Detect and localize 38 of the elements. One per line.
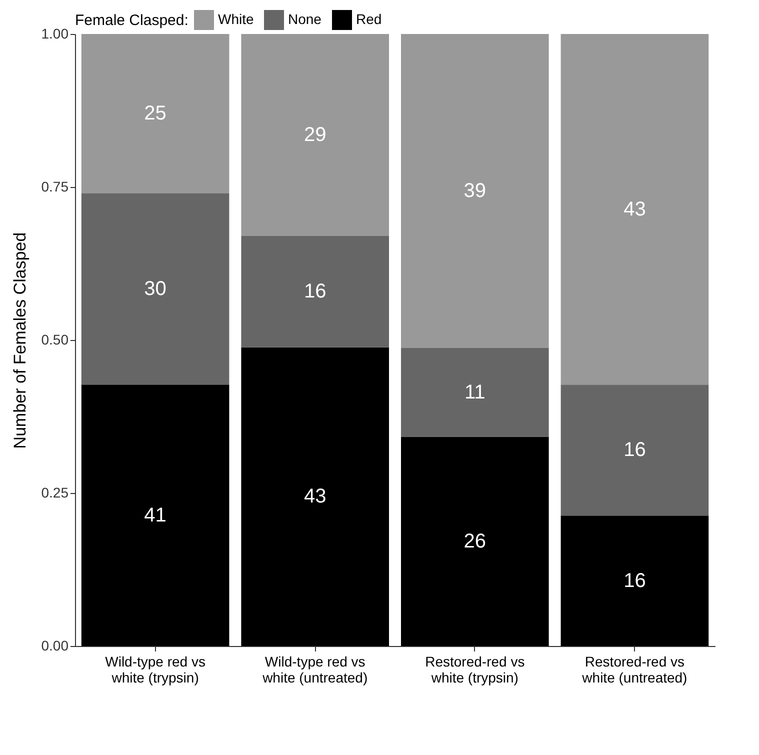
- annotation: 16: [624, 570, 646, 592]
- y-tick-label: 0.50: [41, 332, 69, 348]
- x-tick-label: Restored-red vs white (trypsin): [425, 654, 525, 686]
- bar: [400, 436, 549, 646]
- annotation: 43: [304, 486, 326, 508]
- bar: [560, 384, 709, 516]
- legend-label: None: [288, 11, 322, 27]
- bar: [241, 34, 390, 236]
- x-tick-label: Restored-red vs white (untreated): [581, 654, 688, 686]
- annotation: 16: [304, 280, 326, 303]
- annotation: 43: [624, 198, 646, 220]
- annotation: 16: [624, 439, 646, 462]
- y-tick-label: 0.75: [41, 178, 69, 194]
- legend-title: Female Clasped:: [75, 12, 188, 29]
- y-axis-title: Number of Females Clasped: [10, 232, 30, 449]
- bar: [400, 348, 549, 437]
- y-tick-label: 1.00: [41, 26, 69, 42]
- bar: [560, 516, 709, 646]
- annotation: 41: [144, 504, 166, 526]
- bar: [81, 384, 230, 646]
- annotation: 11: [464, 381, 486, 404]
- bar: [400, 34, 549, 348]
- bar: [81, 193, 230, 385]
- annotation: 30: [144, 278, 166, 300]
- annotation: 29: [304, 124, 326, 146]
- bar: [241, 347, 390, 646]
- bar: [560, 34, 709, 385]
- y-tick-label: 0.00: [41, 638, 69, 654]
- y-tick-label: 0.25: [41, 484, 69, 500]
- legend-label: White: [218, 11, 254, 27]
- annotation: 25: [144, 102, 166, 125]
- x-tick-label: Wild-type red vs white (untreated): [262, 654, 368, 686]
- annotation: 39: [464, 180, 486, 202]
- bar: [241, 236, 390, 348]
- x-tick-label: Wild-type red vs white (trypsin): [105, 654, 206, 686]
- bar: [81, 34, 230, 194]
- legend-label: Red: [356, 11, 382, 27]
- annotation: 26: [464, 530, 486, 552]
